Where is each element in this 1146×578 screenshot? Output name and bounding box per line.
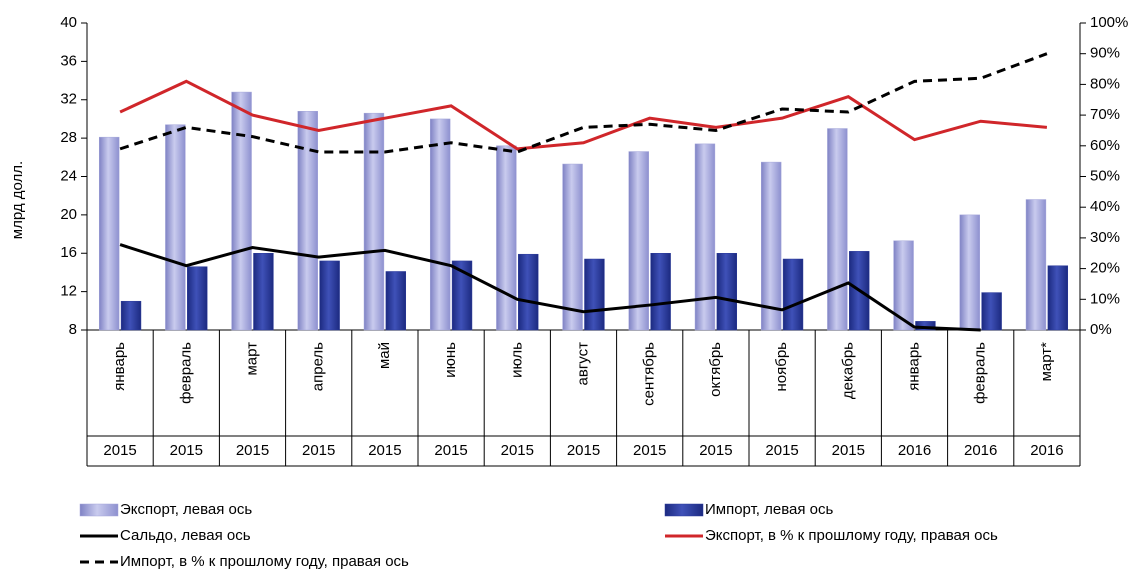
- x-tick-label: март*: [1038, 342, 1055, 382]
- x-tick-label: февраль: [177, 342, 194, 404]
- bar: [253, 253, 274, 331]
- bar: [827, 128, 848, 331]
- y-tick-label: 8: [69, 321, 77, 338]
- legend-label: Экспорт, левая ось: [120, 501, 252, 518]
- line-series: [119, 243, 981, 332]
- y2-tick-label: 10%: [1090, 290, 1120, 307]
- y-tick-label: 16: [60, 244, 77, 261]
- year-label: 2016: [898, 442, 931, 459]
- bar: [297, 111, 318, 331]
- bar: [694, 143, 716, 331]
- year-label: 2015: [699, 442, 732, 459]
- y2-tick-label: 100%: [1090, 14, 1128, 31]
- x-tick-label: январь: [111, 342, 128, 391]
- legend-swatch: [79, 503, 119, 517]
- year-label: 2015: [302, 442, 335, 459]
- bar: [187, 266, 208, 331]
- y2-tick-label: 30%: [1090, 229, 1120, 246]
- x-tick-label: март: [243, 342, 260, 376]
- x-tick-label: ноябрь: [773, 342, 790, 392]
- year-label: 2015: [103, 442, 136, 459]
- x-tick-label: май: [376, 342, 393, 369]
- y-tick-label: 12: [60, 283, 77, 300]
- bar: [893, 240, 914, 331]
- x-tick-label: апрель: [310, 342, 327, 391]
- bar: [628, 151, 649, 331]
- bar: [165, 124, 186, 331]
- x-tick-label: июнь: [442, 342, 459, 378]
- bar: [98, 136, 120, 331]
- y-tick-label: 32: [60, 91, 77, 108]
- bar: [120, 300, 142, 331]
- y-tick-label: 36: [60, 52, 77, 69]
- year-label: 2015: [567, 442, 600, 459]
- bar: [782, 258, 804, 331]
- year-label: 2015: [236, 442, 269, 459]
- y2-tick-label: 20%: [1090, 260, 1120, 277]
- bar: [716, 253, 738, 331]
- bar: [1047, 265, 1069, 331]
- y2-tick-label: 0%: [1090, 321, 1112, 338]
- x-tick-label: февраль: [972, 342, 989, 404]
- y2-tick-label: 90%: [1090, 45, 1120, 62]
- legend-label: Импорт, в % к прошлому году, правая ось: [120, 553, 409, 570]
- bar: [429, 118, 451, 331]
- bar: [518, 253, 539, 331]
- bar: [650, 253, 671, 331]
- legend-swatch: [664, 503, 704, 517]
- y-tick-label: 28: [60, 129, 77, 146]
- x-tick-label: июль: [508, 342, 525, 378]
- y2-tick-label: 80%: [1090, 75, 1120, 92]
- bar: [959, 214, 980, 331]
- y2-tick-label: 40%: [1090, 198, 1120, 215]
- bar: [319, 260, 340, 331]
- y-tick-label: 24: [60, 167, 77, 184]
- year-label: 2015: [765, 442, 798, 459]
- bar: [1025, 199, 1047, 331]
- year-label: 2015: [501, 442, 534, 459]
- year-label: 2015: [832, 442, 865, 459]
- x-tick-label: январь: [905, 342, 922, 391]
- y-tick-label: 40: [60, 14, 77, 31]
- y-tick-label: 20: [60, 206, 77, 223]
- year-label: 2015: [170, 442, 203, 459]
- y2-tick-label: 50%: [1090, 167, 1120, 184]
- y2-tick-label: 60%: [1090, 137, 1120, 154]
- bar: [496, 145, 517, 331]
- year-label: 2016: [964, 442, 997, 459]
- year-label: 2015: [368, 442, 401, 459]
- legend-label: Экспорт, в % к прошлому году, правая ось: [705, 527, 998, 544]
- y-axis-label: млрд долл.: [9, 161, 26, 239]
- line-series: [119, 52, 1048, 154]
- year-label: 2016: [1030, 442, 1063, 459]
- bar: [584, 258, 605, 331]
- x-tick-label: октябрь: [707, 342, 724, 397]
- x-tick-label: декабрь: [839, 342, 856, 399]
- bar: [981, 292, 1002, 331]
- y2-tick-label: 70%: [1090, 106, 1120, 123]
- year-label: 2015: [633, 442, 666, 459]
- bar: [231, 91, 252, 331]
- bar: [451, 260, 473, 331]
- bar: [760, 161, 782, 331]
- legend-label: Импорт, левая ось: [705, 501, 833, 518]
- year-label: 2015: [434, 442, 467, 459]
- bar: [385, 271, 407, 331]
- legend-label: Сальдо, левая ось: [120, 527, 251, 544]
- x-tick-label: сентябрь: [641, 342, 658, 406]
- bar: [363, 112, 385, 331]
- line-series: [119, 79, 1048, 151]
- bar: [562, 163, 583, 331]
- x-tick-label: август: [574, 342, 591, 386]
